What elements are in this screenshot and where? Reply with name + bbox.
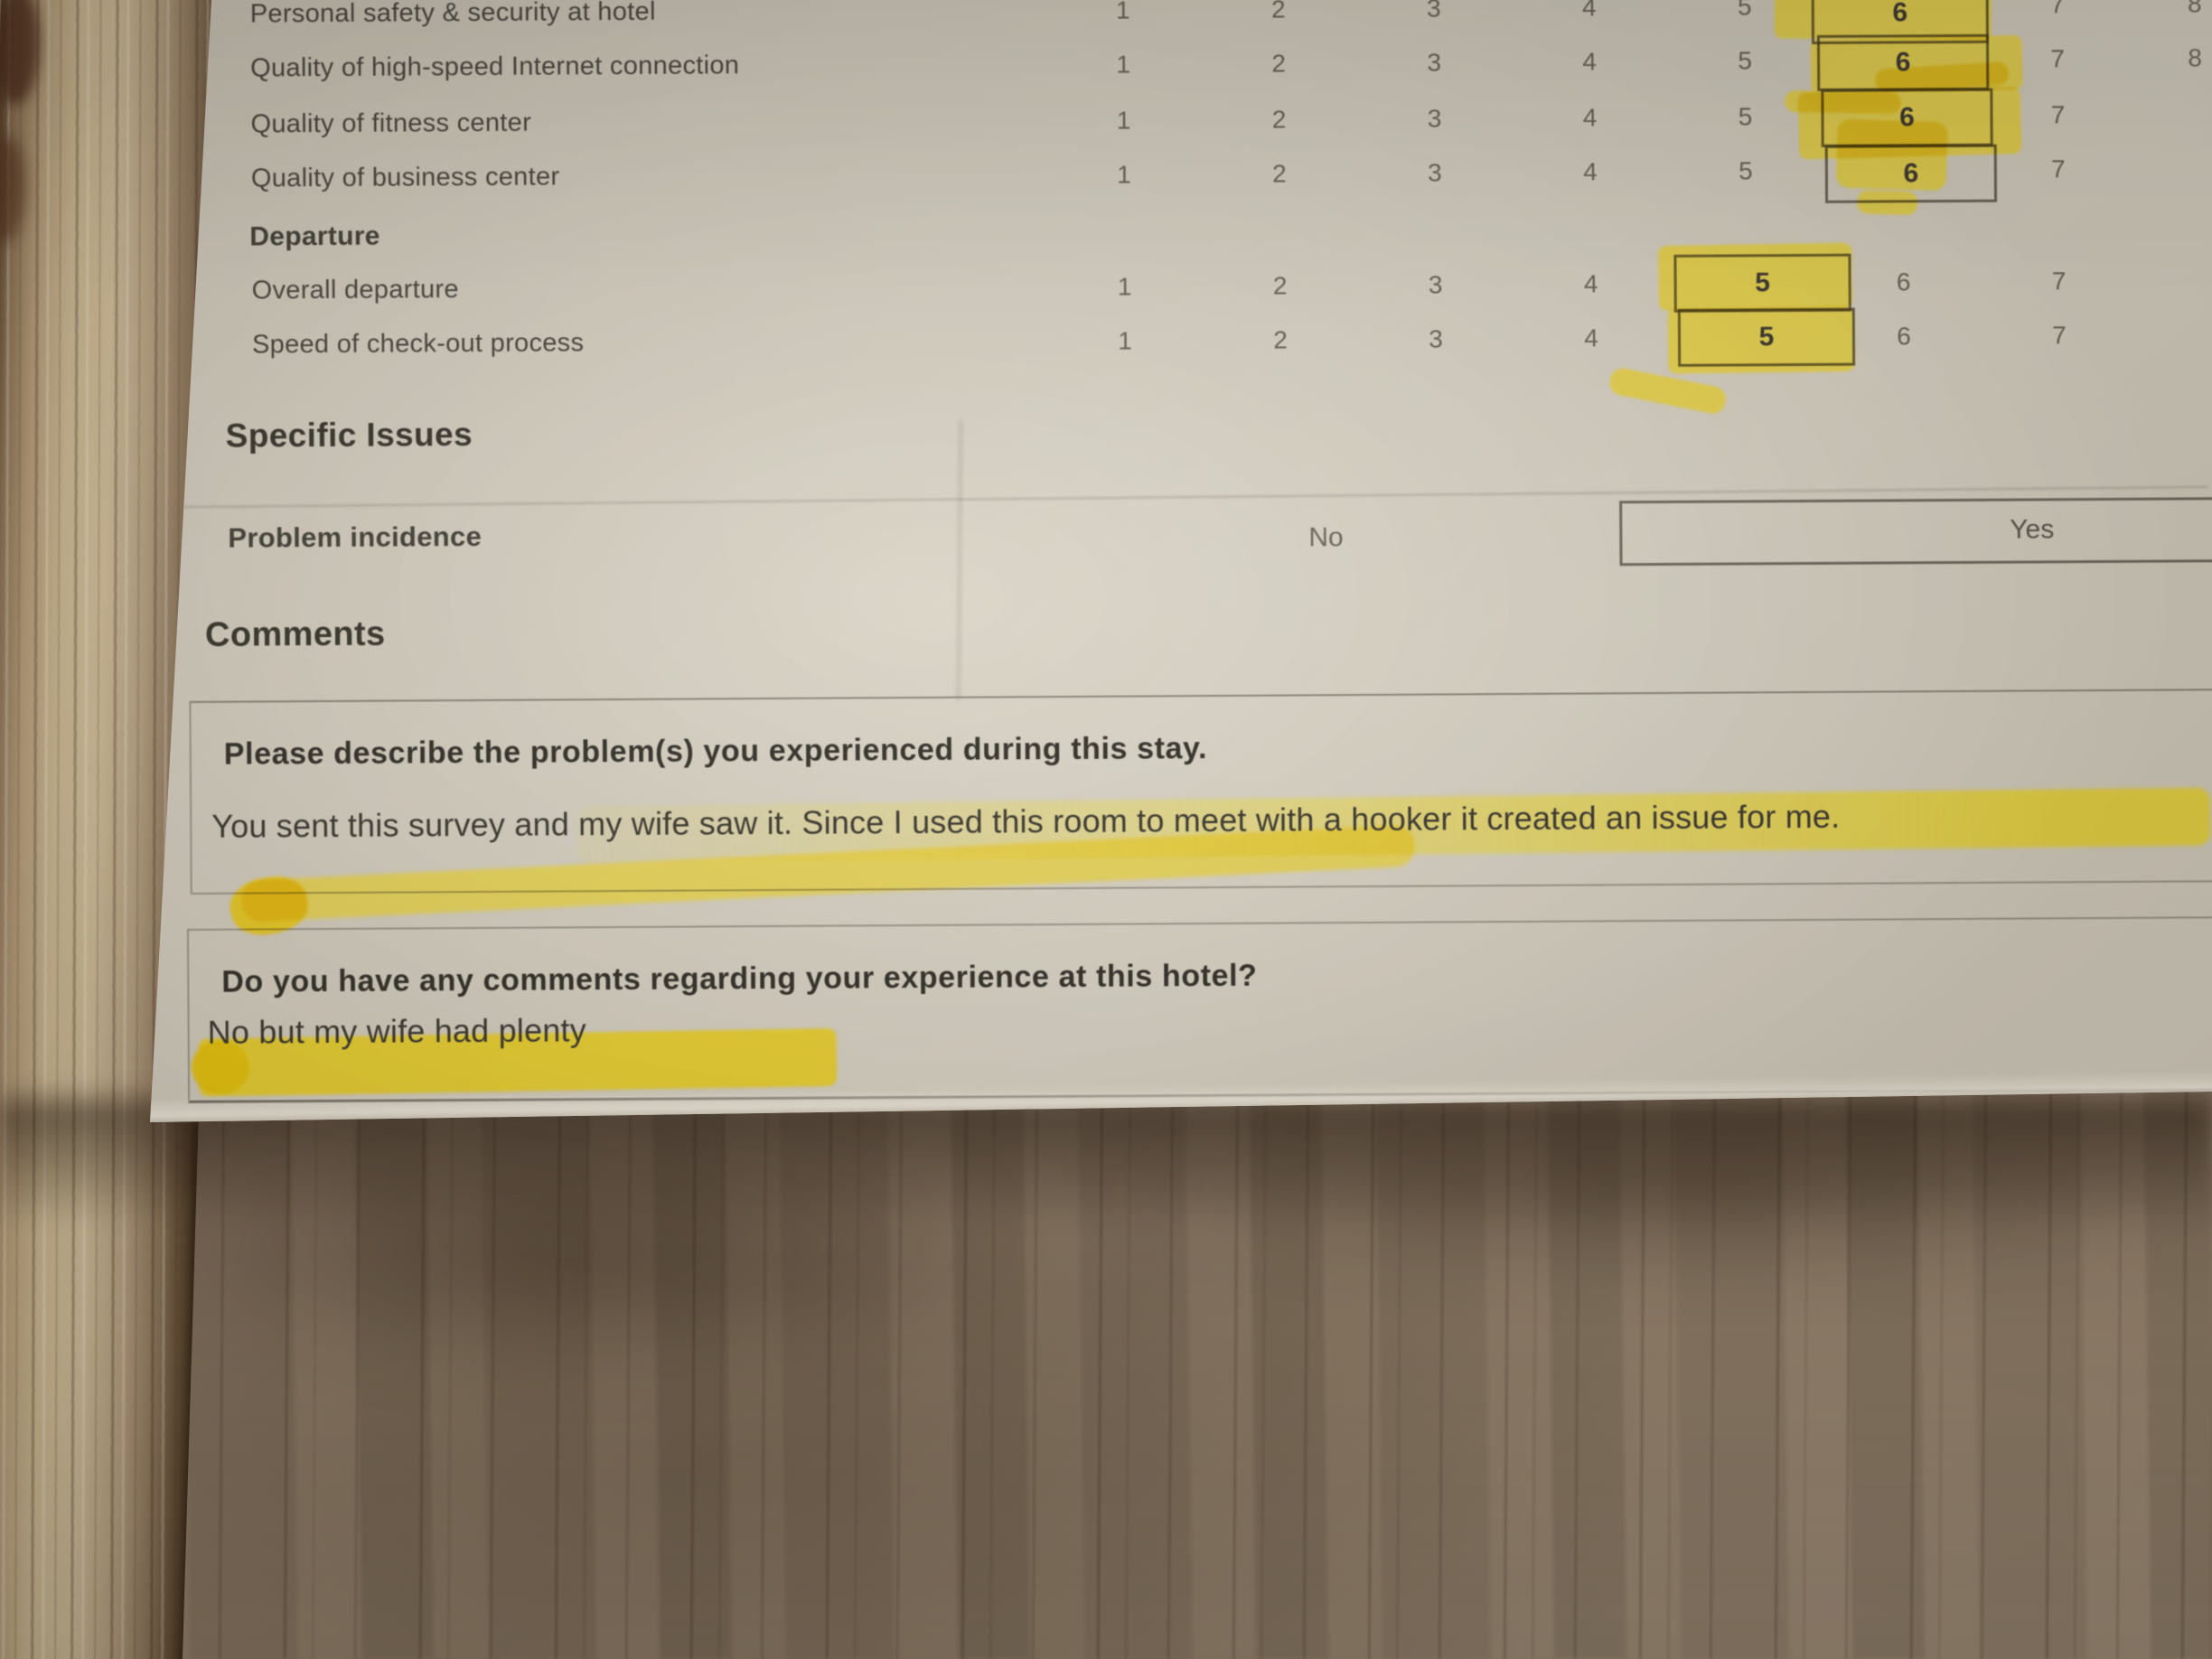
selected-rating-value: 5: [1758, 322, 1775, 352]
rating-scale-value-offpage: 8: [2187, 0, 2202, 18]
rating-scale-value: 2: [1271, 159, 1287, 188]
rating-scale-value: 3: [1429, 324, 1443, 353]
rating-scale-value: 3: [1428, 270, 1443, 299]
highlighter-mark: [1835, 118, 1948, 192]
selected-rating-value: 6: [1895, 47, 1911, 78]
rating-scale-value: 1: [1116, 160, 1131, 189]
paper-shadow: [136, 1107, 1021, 1378]
rating-scale-value: 5: [1738, 156, 1753, 185]
rating-scale-value: 6: [1897, 322, 1911, 351]
rating-scale-value: 7: [2050, 155, 2066, 183]
rating-row: Overall departure 1 2 3 4 6 7: [150, 264, 2207, 317]
rating-scale-value: 2: [1270, 0, 1286, 23]
rating-scale-value: 4: [1581, 0, 1597, 22]
rating-scale-value: 6: [1896, 267, 1911, 296]
ratings-rows: Personal safety & security at hotel 1 2 3 4 5…: [150, 0, 2206, 374]
rating-scale-value: 5: [1738, 46, 1752, 75]
rating-row: Speed of check-out process 1 2 3 4 6 7: [150, 318, 2207, 371]
rating-scale-value: 4: [1583, 269, 1598, 298]
comment-question-2: Do you have any comments regarding your …: [221, 958, 1258, 999]
paper-crease: [957, 419, 962, 700]
comment-question-1: Please describe the problem(s) you exper…: [223, 731, 1208, 772]
rating-scale-value: 3: [1427, 104, 1442, 133]
rating-scale-value: 2: [1271, 49, 1287, 78]
problem-option-yes: Yes: [2010, 514, 2055, 545]
selected-rating-box: 5: [1667, 305, 1856, 374]
rating-scale-value: 4: [1584, 323, 1598, 352]
rating-row-label: Personal safety & security at hotel: [249, 0, 656, 29]
rating-row-label: Overall departure: [251, 275, 459, 305]
rating-scale-value: 1: [1117, 272, 1132, 301]
rating-scale-value: 1: [1116, 106, 1131, 135]
wood-knot: [0, 136, 27, 244]
rating-row-label: Quality of high-speed Internet connectio…: [250, 51, 740, 83]
rating-row-label: Quality of fitness center: [250, 108, 532, 139]
problem-option-no: No: [1308, 522, 1344, 553]
rating-scale-value: 4: [1582, 103, 1598, 132]
selected-rating-value: 6: [1903, 158, 1919, 189]
selected-rating-box: 5: [1657, 242, 1853, 313]
rating-scale-value: 3: [1427, 48, 1442, 77]
rating-scale-value: 7: [2050, 44, 2065, 73]
problem-incidence-label: Problem incidence: [228, 520, 483, 554]
rating-scale-value: 7: [2049, 0, 2065, 19]
rating-scale-value: 7: [2051, 267, 2067, 295]
rating-row-label: Speed of check-out process: [251, 328, 585, 360]
rating-scale-value: 7: [2050, 100, 2066, 129]
rating-scale-value: 4: [1582, 157, 1598, 186]
wood-knot: [0, 0, 42, 105]
section-label-departure: Departure: [249, 220, 380, 252]
selected-rating-value: 5: [1755, 267, 1771, 298]
highlighter-mark: [1774, 0, 1992, 41]
paper-shadow: [1066, 1089, 2212, 1288]
rating-scale-value: 3: [1427, 158, 1442, 187]
rating-scale-value-offpage: 8: [2188, 43, 2202, 72]
rating-scale-value: 1: [1118, 326, 1132, 355]
rating-scale-value: 1: [1115, 0, 1130, 24]
rating-scale-value: 4: [1582, 47, 1597, 76]
rating-scale-value: 2: [1271, 105, 1287, 134]
rating-scale-value: 1: [1116, 50, 1131, 79]
comment-answer-2: No but my wife had plenty: [207, 1011, 586, 1051]
rating-scale-value: 7: [2052, 321, 2067, 350]
problem-selected-box: [1619, 496, 2212, 567]
section-heading-specific-issues: Specific Issues: [225, 416, 473, 455]
rating-scale-value: 5: [1737, 0, 1752, 21]
rating-scale-value: 3: [1426, 0, 1441, 23]
selected-rating-value: 6: [1892, 0, 1908, 28]
rating-scale-value: 2: [1272, 271, 1288, 300]
rating-scale-value: 5: [1738, 102, 1753, 131]
selected-rating-value: 6: [1899, 102, 1915, 133]
rating-scale-value: 2: [1273, 325, 1288, 354]
section-heading-comments: Comments: [204, 614, 386, 654]
rating-row-label: Quality of business center: [250, 162, 560, 193]
